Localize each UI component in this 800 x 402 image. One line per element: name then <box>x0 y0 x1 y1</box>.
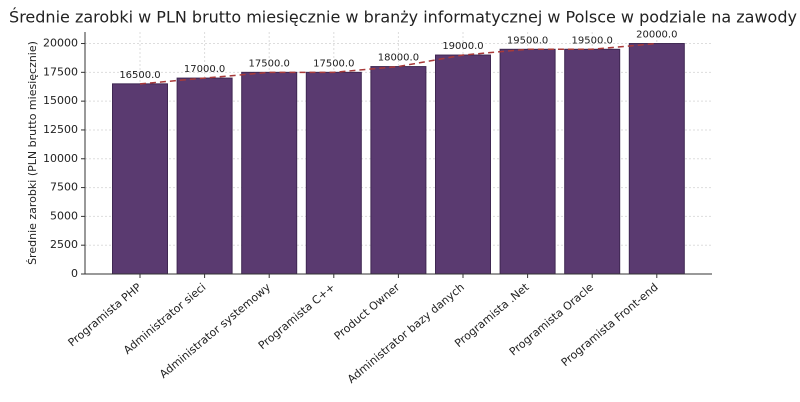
trend-line <box>139 42 657 85</box>
value-label: 17000.0 <box>184 64 225 75</box>
value-label: 19500.0 <box>572 35 613 46</box>
y-tick-label: 0 <box>71 267 78 280</box>
y-tick-label: 17500 <box>43 65 78 78</box>
bar <box>176 77 233 275</box>
y-tick-label: 15000 <box>43 94 78 107</box>
y-tick-label: 5000 <box>50 209 78 222</box>
y-tick-label: 2500 <box>50 238 78 251</box>
value-label: 20000.0 <box>636 30 677 41</box>
bar <box>305 71 362 275</box>
bar <box>435 54 491 275</box>
x-tick-label: Administrator systemowy <box>157 280 273 381</box>
y-axis-label: Średnie zarobki (PLN brutto miesięcznie) <box>26 41 39 265</box>
bar <box>628 43 685 275</box>
value-label: 18000.0 <box>378 53 419 64</box>
y-tick-label: 20000 <box>43 37 78 50</box>
value-label: 16500.0 <box>119 70 160 81</box>
bar <box>241 71 298 275</box>
value-label: 17500.0 <box>249 58 290 69</box>
value-label: 17500.0 <box>313 58 354 69</box>
bar <box>499 48 556 275</box>
x-tick-label: Product Owner <box>332 280 403 342</box>
y-tick-label: 7500 <box>50 181 78 194</box>
y-tick-label: 10000 <box>43 152 78 165</box>
bar <box>112 83 168 275</box>
value-label: 19000.0 <box>442 41 483 52</box>
bar <box>370 66 427 275</box>
x-tick-label: Administrator bazy danych <box>345 281 467 386</box>
bar <box>564 48 621 275</box>
chart-title: Średnie zarobki w PLN brutto miesięcznie… <box>9 8 797 27</box>
value-label: 19500.0 <box>507 35 548 46</box>
y-tick-label: 12500 <box>43 123 78 136</box>
